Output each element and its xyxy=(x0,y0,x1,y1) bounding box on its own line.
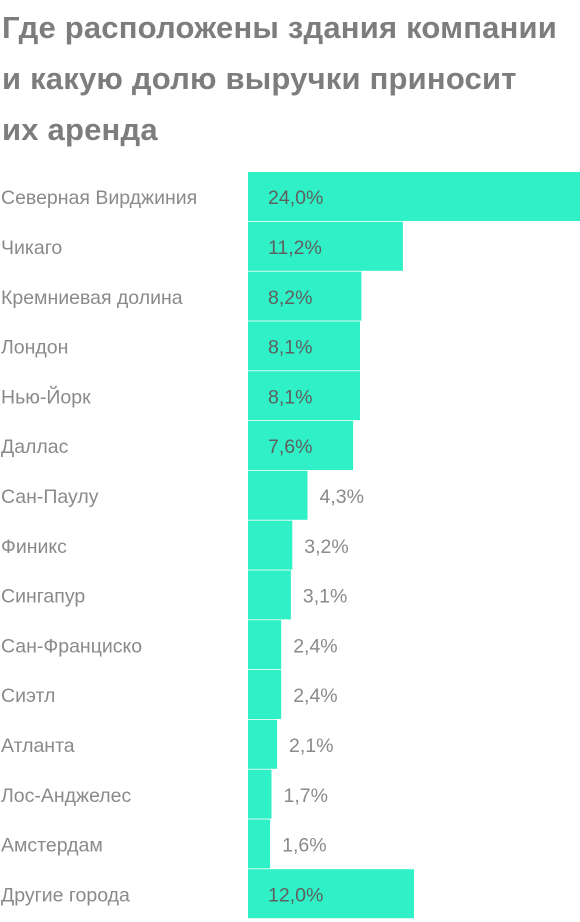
category-label: Сан-Паулу xyxy=(1,486,99,508)
category-label: Северная Вирджиния xyxy=(1,187,197,209)
value-label: 2,4% xyxy=(293,635,337,657)
value-label: 8,1% xyxy=(268,386,312,408)
bar xyxy=(248,371,360,421)
bar xyxy=(248,620,282,670)
bar xyxy=(248,819,271,869)
bar xyxy=(248,221,403,271)
value-label: 8,1% xyxy=(268,337,312,359)
category-label: Кремниевая долина xyxy=(1,287,183,309)
category-label: Атланта xyxy=(1,735,75,757)
category-label: Сингапур xyxy=(1,586,85,608)
category-label: Чикаго xyxy=(1,237,62,259)
value-label: 2,1% xyxy=(289,735,333,757)
value-label: 3,2% xyxy=(304,536,348,558)
bar xyxy=(248,520,293,570)
bar xyxy=(248,570,291,620)
category-label: Лондон xyxy=(1,337,68,359)
category-label: Нью-Йорк xyxy=(1,384,91,408)
bar xyxy=(248,172,580,221)
category-label: Амстердам xyxy=(1,835,103,857)
category-label: Сан-Франциско xyxy=(1,635,142,657)
chart-title: Где расположены здания компании и какую … xyxy=(2,10,558,147)
value-label: 7,6% xyxy=(268,436,312,458)
category-label: Лос-Анджелес xyxy=(1,785,132,807)
category-label: Другие города xyxy=(1,884,130,906)
bar xyxy=(248,769,272,819)
value-label: 1,6% xyxy=(282,835,326,857)
value-label: 11,2% xyxy=(268,237,322,259)
category-label: Даллас xyxy=(1,436,69,458)
value-label: 8,2% xyxy=(268,287,312,309)
bar xyxy=(248,670,282,719)
value-label: 12,0% xyxy=(268,884,323,906)
bar xyxy=(248,719,278,769)
category-label: Сиэтл xyxy=(1,685,55,707)
bar xyxy=(248,271,362,321)
bar xyxy=(248,470,308,520)
value-label: 4,3% xyxy=(319,486,363,508)
value-label: 3,1% xyxy=(303,586,347,608)
bar xyxy=(248,869,414,919)
value-label: 1,7% xyxy=(284,785,328,807)
value-label: 2,4% xyxy=(293,685,337,707)
bar xyxy=(248,321,360,371)
category-label: Финикс xyxy=(1,536,67,558)
bar xyxy=(248,421,354,470)
value-label: 24,0% xyxy=(268,187,323,209)
